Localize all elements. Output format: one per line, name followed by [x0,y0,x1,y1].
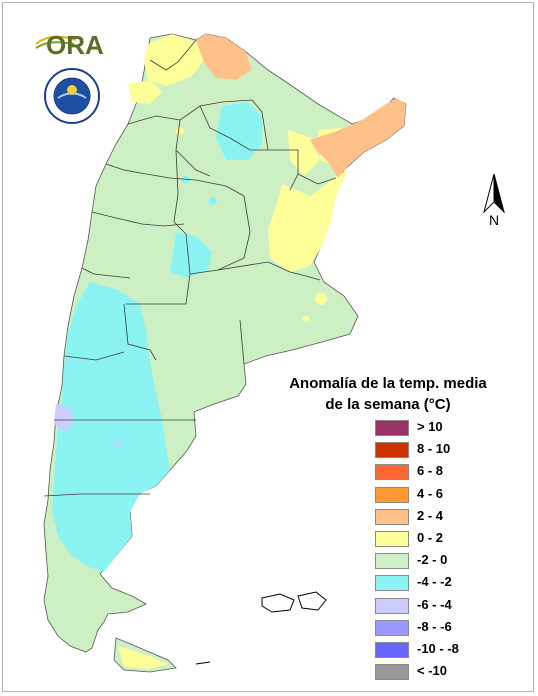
warm-area-salta [128,80,162,104]
very-cold-patch [54,404,74,432]
legend-swatch [375,420,409,436]
legend-title-line-1: Anomalía de la temp. media [289,375,487,392]
legend-title: Anomalía de la temp. media de la semana … [288,373,488,415]
tdf-warm-area [118,646,168,669]
ora-logo-text: ORA [46,30,104,60]
legend-label: 6 - 8 [417,463,444,479]
legend-label: -2 - 0 [417,552,448,568]
legend-swatch [375,575,409,592]
legend-label: 8 - 10 [417,441,451,457]
legend-swatch [375,464,409,481]
legend-label: -8 - -6 [417,618,452,634]
legend-swatch [375,641,409,658]
islands [261,591,327,613]
legend-swatch [375,442,409,459]
legend-label: 2 - 4 [417,507,444,523]
ora-leaf-icon [35,35,77,49]
misiones-warm-area [310,98,406,178]
legend-label: < -10 [417,663,447,679]
legend-swatch [375,597,409,614]
jujuy-warm-area [196,34,252,80]
legend-swatch [375,619,409,636]
patagonia-cold-area [52,282,170,572]
cold-patch-cuyo [170,232,212,278]
north-label: N [489,212,500,228]
legend-label: 4 - 6 [417,485,444,501]
ora-logo: ORA [34,30,106,60]
legend-label: -10 - -8 [417,640,459,656]
province-boundaries [43,39,337,497]
legend-swatch [375,664,409,681]
small-island [195,661,211,665]
legend-swatch [375,486,409,503]
legend-label: -6 - -4 [417,596,452,612]
legend-swatch [375,508,409,525]
cold-patch-north [216,102,262,160]
legend-title-line-2: de la semana (°C) [325,396,451,413]
legend-label: -4 - -2 [417,574,452,590]
legend-swatch [375,553,409,570]
smn-seal-icon [44,68,100,124]
warm-area-northwest [144,34,204,86]
legend-swatch [375,530,409,547]
north-arrow-icon: N [480,172,516,230]
legend-label: > 10 [417,419,443,434]
legend-label: 0 - 2 [417,529,444,545]
warm-area-east [268,170,348,272]
